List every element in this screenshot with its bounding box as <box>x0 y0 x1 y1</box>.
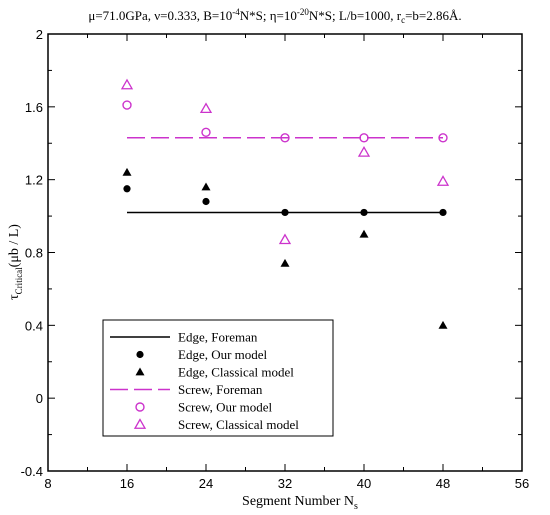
data-point <box>122 100 132 110</box>
data-point <box>122 167 132 176</box>
y-tick-label: 0.4 <box>25 318 43 333</box>
data-point <box>280 133 290 143</box>
x-axis-label: Segment Number Ns <box>242 494 358 512</box>
series-layer <box>120 78 450 329</box>
data-point <box>278 233 292 245</box>
legend-label: Edge, Our model <box>178 347 268 362</box>
x-tick-label: 8 <box>44 476 51 491</box>
y-tick-label: 2 <box>36 27 43 42</box>
x-tick-label: 48 <box>436 476 450 491</box>
data-point <box>199 102 213 114</box>
legend-label: Edge, Classical model <box>178 365 294 380</box>
data-point <box>360 208 368 217</box>
data-point <box>123 185 131 193</box>
x-tick-label: 16 <box>120 476 134 491</box>
legend-marker-swatch <box>133 418 147 429</box>
legend-label: Screw, Our model <box>178 400 272 415</box>
title-superscript-b: -4 <box>232 7 240 17</box>
data-point <box>438 133 448 143</box>
chart-title: μ=71.0GPa, ν=0.333, B=10-4N*S; η=10-20N*… <box>88 7 461 25</box>
data-point <box>438 320 448 329</box>
data-point <box>357 146 371 157</box>
data-point <box>359 229 369 238</box>
x-tick-label: 24 <box>199 476 213 491</box>
legend-items: Edge, Foreman Edge, Our model Edge, Classi… <box>110 330 299 432</box>
legend-label: Screw, Foreman <box>178 382 263 397</box>
y-tick-label: -0.4 <box>21 464 43 479</box>
x-tick-label: 56 <box>515 476 529 491</box>
data-point <box>436 175 450 186</box>
legend-label: Edge, Foreman <box>178 330 258 345</box>
data-point <box>201 182 211 191</box>
y-tick-label: 0 <box>36 391 43 406</box>
legend-box <box>102 319 334 437</box>
y-tick-label: 1.6 <box>25 100 43 115</box>
data-point <box>281 208 289 217</box>
legend-marker-swatch <box>135 367 145 376</box>
y-tick-label: 1.2 <box>25 173 43 188</box>
data-point <box>280 258 290 267</box>
data-point <box>439 208 447 217</box>
data-point <box>120 78 134 90</box>
x-tick-label: 32 <box>278 476 292 491</box>
legend-marker-swatch <box>135 402 145 412</box>
data-point <box>201 127 211 138</box>
ticks-layer: 8 16 24 32 40 48 56 -0.4 0 0.4 0.8 1.2 1.6 2 <box>21 27 530 491</box>
legend-label: Screw, Classical model <box>178 417 299 432</box>
x-tick-label: 40 <box>357 476 371 491</box>
y-axis-label: τCritical(μb / L) <box>7 224 24 300</box>
legend-marker-swatch <box>136 350 144 359</box>
y-tick-label: 0.8 <box>25 246 43 261</box>
legend: Edge, Foreman Edge, Our model Edge, Classi… <box>102 319 334 437</box>
data-point <box>202 197 210 206</box>
data-point <box>359 133 369 143</box>
